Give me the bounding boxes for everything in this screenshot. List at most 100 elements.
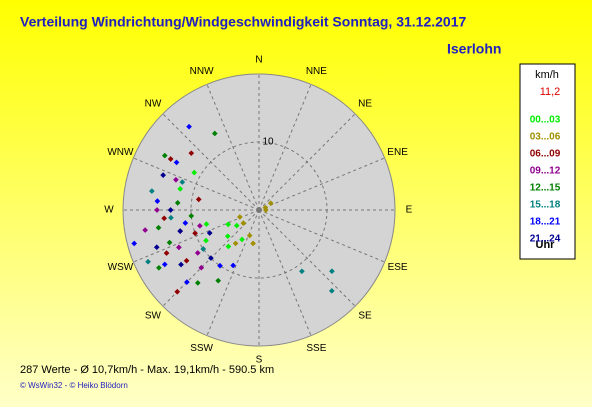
point	[184, 279, 190, 285]
point	[177, 186, 184, 192]
spoke	[258, 209, 356, 307]
point	[232, 240, 239, 247]
point	[173, 176, 179, 183]
point	[155, 224, 162, 231]
point	[203, 221, 210, 227]
legend-label: 18...21	[530, 217, 561, 228]
point	[174, 200, 181, 206]
point	[240, 220, 247, 226]
spoke	[258, 157, 385, 211]
point	[177, 228, 184, 234]
spoke	[206, 84, 260, 211]
direction-label: SSW	[190, 343, 213, 354]
point	[167, 207, 174, 213]
direction-label: E	[406, 205, 413, 216]
point	[198, 264, 205, 271]
chart-title: Verteilung Windrichtung/Windgeschwindigk…	[20, 14, 466, 30]
point	[239, 236, 245, 243]
point	[179, 179, 186, 185]
r-tick-label: 10	[262, 137, 274, 148]
grid-circle	[190, 141, 328, 279]
legend-label: 06...09	[530, 149, 561, 160]
direction-label: SW	[145, 311, 162, 322]
point	[166, 239, 173, 246]
legend-label: 09...12	[530, 166, 561, 177]
legend-box	[519, 63, 576, 260]
point	[131, 240, 138, 247]
point	[194, 280, 201, 286]
direction-label: WSW	[108, 262, 134, 273]
point	[188, 150, 195, 157]
direction-label: SE	[358, 311, 372, 322]
direction-label: ENE	[387, 147, 408, 158]
point	[192, 230, 198, 237]
point	[161, 261, 168, 268]
point	[178, 261, 184, 268]
point	[154, 207, 160, 213]
point	[142, 227, 148, 233]
legend-footer: Uhr	[536, 239, 556, 251]
point	[328, 288, 335, 294]
direction-label: NW	[145, 99, 162, 110]
point	[224, 233, 231, 240]
point	[206, 230, 213, 236]
point	[186, 123, 192, 130]
legend-label: 21...24	[530, 234, 561, 245]
point	[200, 246, 207, 252]
point	[329, 268, 335, 275]
point	[215, 277, 222, 284]
point	[195, 196, 202, 203]
direction-label: SSE	[306, 343, 326, 354]
point	[156, 264, 162, 271]
spoke	[133, 157, 260, 211]
point	[161, 152, 168, 159]
point	[211, 130, 218, 137]
point	[237, 214, 243, 220]
direction-label: NNW	[190, 66, 214, 77]
point	[230, 262, 236, 269]
point	[163, 250, 170, 256]
copyright: © WsWin32 - © Heiko Blödorn	[20, 381, 128, 390]
direction-label: S	[256, 355, 263, 366]
point	[267, 200, 274, 207]
direction-label: N	[255, 55, 262, 66]
point	[203, 237, 209, 244]
point	[182, 220, 189, 226]
legend-title: km/h	[535, 69, 559, 81]
footer: 287 Werte - Ø 10,7km/h - Max. 19,1km/h -…	[20, 364, 274, 376]
direction-label: WNW	[107, 147, 134, 158]
point	[173, 159, 180, 166]
point	[176, 244, 182, 251]
direction-label: NNE	[306, 66, 327, 77]
point	[299, 268, 305, 275]
point	[183, 257, 190, 264]
legend-label: 15...18	[530, 200, 561, 211]
point	[174, 288, 181, 295]
point	[197, 223, 203, 229]
point	[149, 188, 155, 194]
point	[208, 255, 214, 261]
point	[225, 221, 232, 228]
direction-label: W	[104, 205, 114, 216]
legend-label: 03...06	[530, 132, 561, 143]
legend-label: 12...15	[530, 183, 561, 194]
point	[191, 169, 198, 176]
point	[194, 250, 201, 256]
legend-label: 00...03	[530, 115, 561, 126]
point	[160, 172, 166, 178]
point	[262, 207, 269, 213]
point	[233, 222, 240, 229]
direction-label: NE	[358, 99, 372, 110]
point	[167, 156, 174, 162]
point	[145, 258, 151, 265]
point	[188, 213, 195, 219]
point	[161, 215, 167, 222]
legend-value: 11,2	[540, 86, 561, 98]
point	[153, 244, 160, 251]
location: Iserlohn	[447, 41, 501, 57]
direction-label: ESE	[388, 262, 408, 273]
point	[225, 243, 232, 250]
point	[217, 262, 223, 269]
point	[154, 198, 161, 204]
